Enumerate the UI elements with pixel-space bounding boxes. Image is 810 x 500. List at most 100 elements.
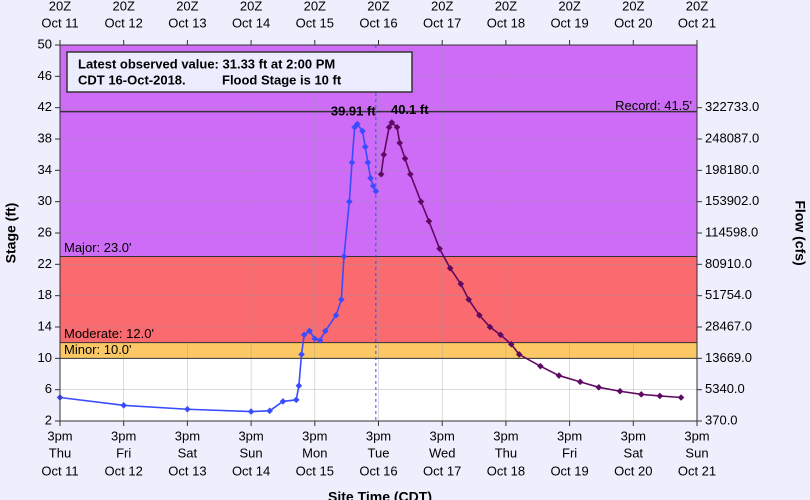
data-point xyxy=(353,120,361,128)
x-tick-time: 3pm xyxy=(430,428,455,443)
data-point xyxy=(656,392,664,400)
x-top-utc: 20Z xyxy=(176,0,198,13)
x-tick-weekday: Mon xyxy=(302,445,327,460)
data-point xyxy=(436,245,443,252)
data-point xyxy=(380,151,388,158)
x-tick-weekday: Fri xyxy=(116,445,131,460)
x-top-date: Oct 11 xyxy=(41,15,78,30)
info-box xyxy=(66,51,413,93)
data-point xyxy=(322,327,329,335)
y2-tick-label: 322733.0 xyxy=(705,99,759,114)
x-tick-weekday: Sun xyxy=(240,445,263,460)
data-point xyxy=(417,198,425,205)
x-tick-date: Oct 21 xyxy=(678,463,716,478)
x-tick-date: Oct 11 xyxy=(41,463,78,478)
y2-tick-label: 51754.0 xyxy=(705,287,752,302)
x-top-utc: 20Z xyxy=(304,0,326,13)
x-tick-date: Oct 15 xyxy=(296,463,334,478)
data-point xyxy=(515,351,523,358)
x-tick-weekday: Tue xyxy=(368,445,390,460)
x-tick-weekday: Thu xyxy=(49,445,71,460)
y2-tick-label: 153902.0 xyxy=(705,193,759,208)
x-tick-date: Oct 16 xyxy=(359,463,397,478)
x-top-date: Oct 20 xyxy=(614,15,652,30)
x-top-date: Oct 12 xyxy=(105,15,143,30)
data-point xyxy=(369,182,377,190)
x-tick-weekday: Sat xyxy=(178,445,198,460)
x-tick-time: 3pm xyxy=(238,428,263,443)
y-tick-label: 14 xyxy=(38,318,52,333)
y-tick-label: 38 xyxy=(38,130,52,145)
data-point xyxy=(476,311,483,319)
y-tick-label: 6 xyxy=(45,381,52,396)
x-tick-date: Oct 13 xyxy=(168,463,206,478)
data-point xyxy=(407,170,414,178)
data-point xyxy=(279,398,287,405)
x-tick-time: 3pm xyxy=(111,428,136,443)
x-top-date: Oct 15 xyxy=(296,15,334,30)
y-tick-label: 10 xyxy=(38,350,52,365)
y2-tick-label: 28467.0 xyxy=(705,318,752,333)
data-point xyxy=(677,394,685,401)
x-top-date: Oct 13 xyxy=(168,15,206,30)
peak-label: 39.91 ft xyxy=(331,103,376,118)
x-top-utc: 20Z xyxy=(367,0,389,13)
data-point xyxy=(298,351,305,358)
x-top-utc: 20Z xyxy=(686,0,708,13)
x-top-utc: 20Z xyxy=(558,0,580,13)
x-tick-time: 3pm xyxy=(493,428,518,443)
data-point xyxy=(486,323,494,331)
data-point xyxy=(306,327,313,335)
x-tick-date: Oct 20 xyxy=(614,463,652,478)
y2-tick-label: 13669.0 xyxy=(705,350,752,365)
x-tick-time: 3pm xyxy=(557,428,582,443)
data-point xyxy=(340,253,348,260)
x-tick-weekday: Fri xyxy=(562,445,577,460)
record-label: Record: 41.5' xyxy=(615,98,692,113)
y-tick-label: 22 xyxy=(38,256,52,271)
data-point xyxy=(595,384,603,391)
y2-tick-label: 5340.0 xyxy=(705,381,745,396)
x-tick-date: Oct 14 xyxy=(232,463,270,478)
x-top-date: Oct 21 xyxy=(678,15,716,30)
x-top-utc: 20Z xyxy=(431,0,453,13)
data-point xyxy=(348,159,356,166)
peak-label: 40.1 ft xyxy=(391,102,429,117)
x-top-date: Oct 18 xyxy=(487,15,525,30)
data-point xyxy=(184,405,191,413)
x-top-date: Oct 14 xyxy=(232,15,270,30)
data-point xyxy=(247,408,255,415)
y2-axis-title: Flow (cfs) xyxy=(792,200,808,265)
data-point xyxy=(388,119,396,126)
threshold-label: Minor: 10.0' xyxy=(64,342,132,357)
data-point xyxy=(537,362,544,370)
data-point xyxy=(364,159,372,166)
y-tick-label: 46 xyxy=(38,68,52,83)
y-tick-label: 18 xyxy=(38,287,52,302)
data-point xyxy=(300,331,308,339)
data-point xyxy=(507,340,515,348)
x-axis-title: Site Time (CDT) xyxy=(328,489,432,500)
data-point xyxy=(338,296,345,303)
x-top-utc: 20Z xyxy=(622,0,644,13)
data-point xyxy=(367,174,374,182)
x-tick-time: 3pm xyxy=(684,428,709,443)
data-point xyxy=(311,335,319,343)
x-tick-time: 3pm xyxy=(175,428,200,443)
x-top-date: Oct 19 xyxy=(550,15,588,30)
x-top-utc: 20Z xyxy=(240,0,262,13)
data-point xyxy=(393,123,401,131)
data-point xyxy=(401,155,409,162)
x-top-date: Oct 16 xyxy=(359,15,397,30)
data-point xyxy=(266,407,273,415)
data-point xyxy=(361,143,369,151)
x-tick-weekday: Wed xyxy=(429,445,456,460)
x-top-utc: 20Z xyxy=(495,0,517,13)
data-point xyxy=(497,331,504,339)
x-tick-weekday: Thu xyxy=(495,445,517,460)
x-tick-time: 3pm xyxy=(366,428,391,443)
y-tick-label: 42 xyxy=(38,99,52,114)
threshold-label: Major: 23.0' xyxy=(64,240,132,255)
